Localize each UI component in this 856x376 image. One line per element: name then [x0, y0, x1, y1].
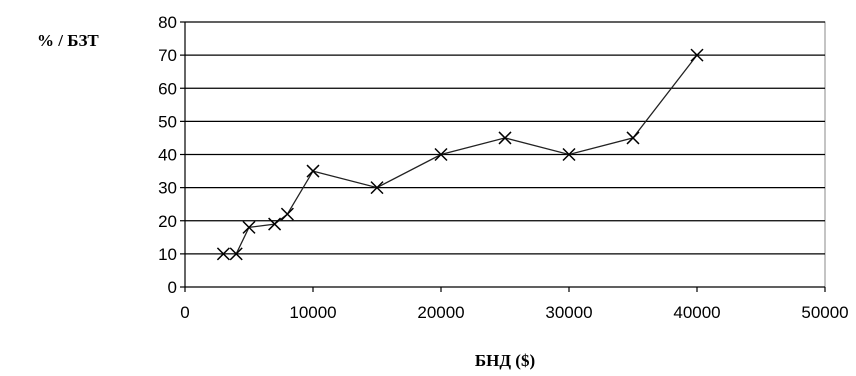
- y-tick-label: 30: [158, 179, 177, 198]
- marker-stroke: [280, 207, 294, 221]
- series-line: [223, 54, 698, 255]
- x-tick-label: 40000: [673, 303, 720, 322]
- data-point-marker: [216, 247, 230, 261]
- y-tick-label: 0: [168, 278, 177, 297]
- data-point-marker: [498, 131, 512, 145]
- marker-stroke: [216, 247, 230, 261]
- marker-stroke: [498, 131, 512, 145]
- marker-stroke: [268, 217, 282, 231]
- data-point-marker: [242, 220, 256, 234]
- gridlines: [184, 21, 826, 288]
- x-tick-label: 0: [180, 303, 189, 322]
- x-tick-label: 20000: [417, 303, 464, 322]
- marker-stroke: [306, 164, 320, 178]
- marker-stroke: [562, 147, 576, 162]
- data-point-marker: [626, 131, 640, 145]
- x-tick-label: 30000: [545, 303, 592, 322]
- data-point-marker: [370, 181, 384, 195]
- data-point-marker: [306, 164, 320, 178]
- x-axis-title: БНД ($): [475, 351, 535, 370]
- y-tick-label: 60: [158, 79, 177, 98]
- x-tick-label: 50000: [801, 303, 848, 322]
- data-point-marker: [434, 147, 448, 162]
- y-tick-label: 50: [158, 112, 177, 131]
- marker-stroke: [229, 247, 243, 261]
- y-tick-label: 70: [158, 46, 177, 65]
- axes: [180, 21, 826, 292]
- y-tick-label: 40: [158, 146, 177, 165]
- data-point-marker: [268, 217, 282, 231]
- marker-stroke: [242, 220, 256, 234]
- data-point-marker: [690, 48, 704, 62]
- marker-stroke: [434, 147, 448, 162]
- y-tick-label: 80: [158, 13, 177, 32]
- y-tick-label: 20: [158, 212, 177, 231]
- marker-stroke: [626, 131, 640, 145]
- data-series: [216, 48, 704, 261]
- tick-labels: 0 10 20 30 40 50 60 70 80 0 10000 20000 30000 40000 50…: [158, 13, 849, 322]
- y-axis-title: % / БЗТ: [37, 31, 99, 50]
- data-point-marker: [562, 147, 576, 162]
- data-point-marker: [229, 247, 243, 261]
- marker-stroke: [370, 181, 384, 195]
- x-tick-label: 10000: [289, 303, 336, 322]
- data-point-marker: [280, 207, 294, 221]
- y-tick-label: 10: [158, 245, 177, 264]
- marker-stroke: [690, 48, 704, 62]
